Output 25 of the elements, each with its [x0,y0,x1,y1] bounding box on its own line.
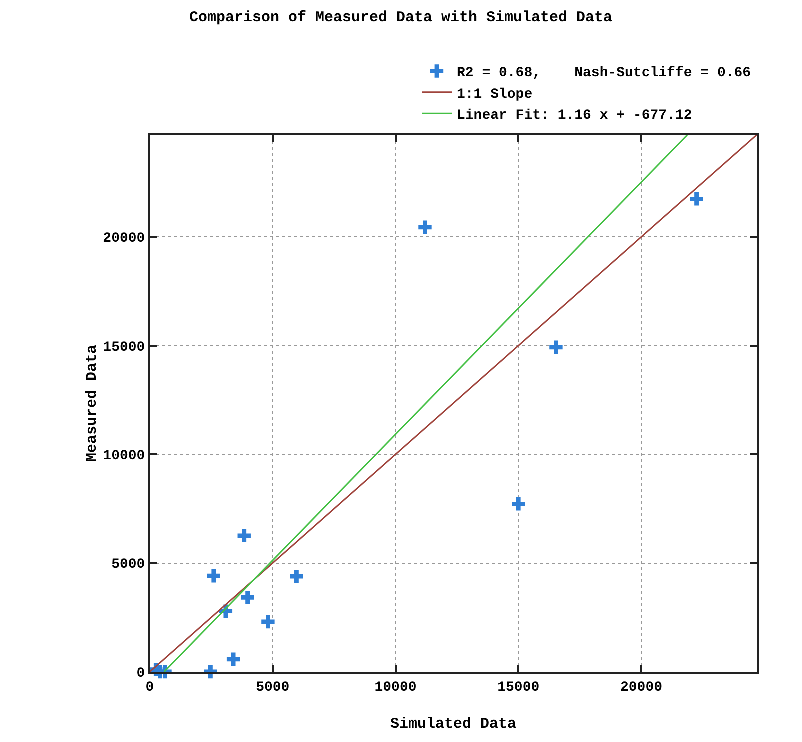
point [550,340,563,354]
x-tick-label: 5000 [256,680,290,696]
point [238,529,251,542]
point [226,652,240,666]
point [512,498,526,511]
x-tick-label: 15000 [498,680,540,696]
x-tick-label: 10000 [374,680,417,696]
x-axis-title: Simulated Data [390,716,517,733]
point [690,192,704,206]
point [262,615,275,629]
y-tick-label: 15000 [103,340,146,356]
y-tick-label: 0 [136,666,146,682]
point [290,570,304,584]
point [207,570,220,583]
point [418,220,432,234]
y-tick-label: 20000 [103,231,146,248]
y-tick-label: 10000 [103,448,146,464]
point [241,591,254,604]
legend-label: R2 = 0.68, Nash-Sutcliffe = 0.66 [457,66,752,82]
y-tick-label: 5000 [112,557,146,574]
legend-label: Linear Fit: 1.16 x + -677.12 [457,108,692,124]
chart-title: Comparison of Measured Data with Simulated Data [189,10,613,27]
legend-label: 1:1 Slope [457,86,533,103]
y-axis-title: Measured Data [84,344,102,462]
x-tick-label: 20000 [620,680,663,696]
